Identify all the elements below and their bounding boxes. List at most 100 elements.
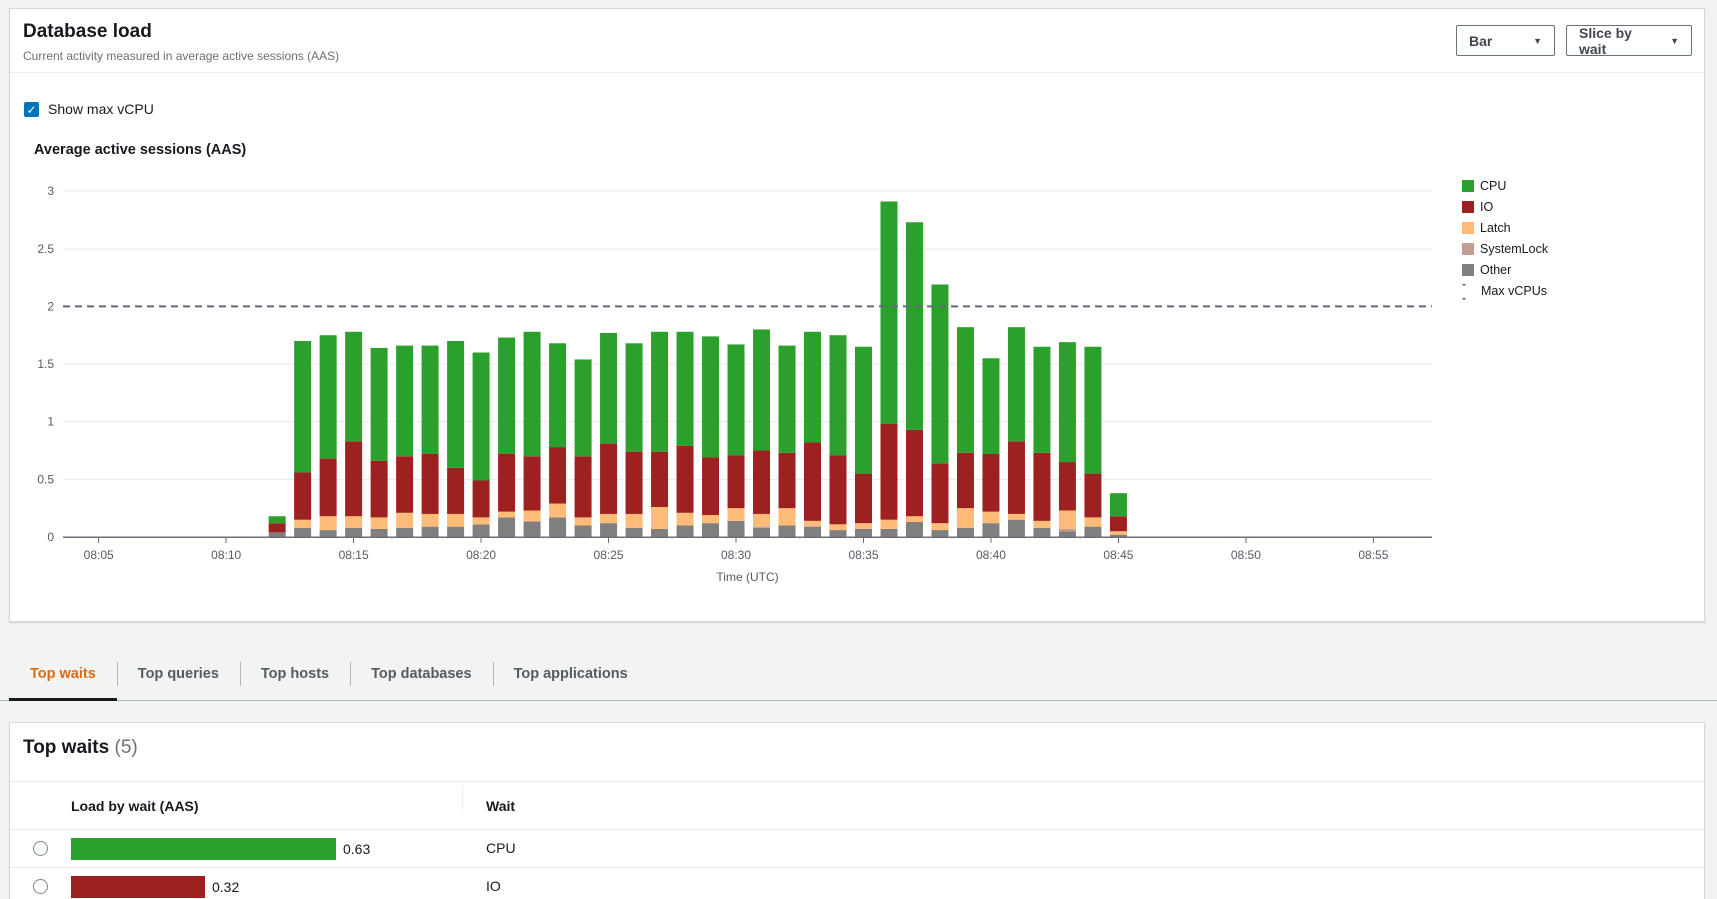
bar-08:12[interactable] <box>269 516 286 537</box>
bar-08:29[interactable] <box>702 336 719 537</box>
bar-08:40[interactable] <box>982 358 999 537</box>
bar-segment-io[interactable] <box>294 472 311 519</box>
bar-segment-latch[interactable] <box>549 504 566 518</box>
bar-08:42[interactable] <box>1033 347 1050 537</box>
bar-08:18[interactable] <box>422 346 439 537</box>
bar-segment-io[interactable] <box>626 452 643 514</box>
table-row-cpu[interactable]: 0.63CPU <box>10 829 1704 867</box>
bar-segment-cpu[interactable] <box>702 336 719 457</box>
bar-segment-other[interactable] <box>651 529 668 537</box>
bar-08:33[interactable] <box>804 332 821 537</box>
bar-08:45[interactable] <box>1110 493 1127 537</box>
bar-segment-cpu[interactable] <box>931 284 948 463</box>
bar-08:21[interactable] <box>498 338 515 537</box>
bar-segment-latch[interactable] <box>804 521 821 527</box>
bar-segment-latch[interactable] <box>600 514 617 523</box>
bar-segment-other[interactable] <box>447 527 464 537</box>
bar-segment-latch[interactable] <box>677 513 694 526</box>
bar-segment-systemlock[interactable] <box>753 527 770 528</box>
tab-top-queries[interactable]: Top queries <box>117 648 240 700</box>
bar-segment-io[interactable] <box>1059 462 1076 510</box>
bar-segment-latch[interactable] <box>1059 510 1076 528</box>
bar-segment-io[interactable] <box>1033 453 1050 521</box>
bar-08:44[interactable] <box>1084 347 1101 537</box>
bar-segment-latch[interactable] <box>906 516 923 522</box>
bar-segment-other[interactable] <box>982 523 999 537</box>
bar-segment-latch[interactable] <box>702 515 719 523</box>
bar-08:38[interactable] <box>931 284 948 537</box>
bar-segment-latch[interactable] <box>728 508 745 521</box>
bar-segment-cpu[interactable] <box>498 338 515 454</box>
bar-segment-other[interactable] <box>753 528 770 537</box>
bar-segment-latch[interactable] <box>830 524 847 530</box>
bar-segment-io[interactable] <box>473 481 490 518</box>
bar-08:17[interactable] <box>396 346 413 537</box>
bar-08:31[interactable] <box>753 329 770 537</box>
bar-segment-other[interactable] <box>422 527 439 537</box>
bar-segment-latch[interactable] <box>320 516 337 530</box>
bar-08:20[interactable] <box>473 353 490 537</box>
bar-segment-latch[interactable] <box>753 514 770 527</box>
bar-segment-cpu[interactable] <box>371 348 388 461</box>
bar-segment-io[interactable] <box>753 451 770 514</box>
bar-segment-latch[interactable] <box>1033 521 1050 528</box>
bar-segment-other[interactable] <box>345 528 362 537</box>
bar-segment-cpu[interactable] <box>1033 347 1050 453</box>
bar-segment-other[interactable] <box>702 523 719 537</box>
bar-segment-cpu[interactable] <box>575 359 592 456</box>
bar-segment-cpu[interactable] <box>1084 347 1101 474</box>
tab-top-applications[interactable]: Top applications <box>493 648 649 700</box>
bar-segment-other[interactable] <box>1033 528 1050 537</box>
bar-segment-other[interactable] <box>804 527 821 537</box>
bar-segment-other[interactable] <box>830 530 847 537</box>
bar-segment-io[interactable] <box>931 463 948 523</box>
bar-segment-latch[interactable] <box>626 514 643 528</box>
bar-08:26[interactable] <box>626 343 643 537</box>
bar-segment-cpu[interactable] <box>345 332 362 442</box>
bar-segment-cpu[interactable] <box>1110 493 1127 516</box>
bar-segment-other[interactable] <box>575 525 592 537</box>
bar-segment-cpu[interactable] <box>677 332 694 446</box>
bar-segment-latch[interactable] <box>524 510 541 520</box>
table-row-io[interactable]: 0.32IO <box>10 867 1704 899</box>
bar-segment-latch[interactable] <box>422 514 439 527</box>
bar-segment-other[interactable] <box>320 530 337 537</box>
bar-segment-systemlock[interactable] <box>524 521 541 522</box>
bar-08:24[interactable] <box>575 359 592 537</box>
bar-segment-io[interactable] <box>804 442 821 520</box>
bar-segment-cpu[interactable] <box>524 332 541 457</box>
bar-segment-io[interactable] <box>524 456 541 510</box>
bar-segment-latch[interactable] <box>957 508 974 528</box>
bar-segment-io[interactable] <box>728 455 745 508</box>
bar-segment-io[interactable] <box>396 456 413 512</box>
bar-segment-latch[interactable] <box>294 520 311 528</box>
bar-segment-other[interactable] <box>957 528 974 537</box>
bar-segment-io[interactable] <box>779 453 796 508</box>
bar-segment-other[interactable] <box>855 529 872 537</box>
bar-segment-other[interactable] <box>906 522 923 537</box>
bar-segment-latch[interactable] <box>396 513 413 528</box>
bar-segment-latch[interactable] <box>1008 514 1025 520</box>
bar-segment-latch[interactable] <box>855 523 872 529</box>
bar-segment-other[interactable] <box>677 525 694 537</box>
bar-segment-io[interactable] <box>830 455 847 524</box>
bar-segment-latch[interactable] <box>1110 531 1127 534</box>
bar-segment-latch[interactable] <box>651 507 668 529</box>
bar-segment-cpu[interactable] <box>830 335 847 455</box>
bar-segment-io[interactable] <box>651 452 668 507</box>
bar-segment-other[interactable] <box>880 529 897 537</box>
bar-segment-other[interactable] <box>396 528 413 537</box>
bar-segment-cpu[interactable] <box>982 358 999 454</box>
bar-segment-other[interactable] <box>931 530 948 537</box>
bar-segment-latch[interactable] <box>1084 517 1101 526</box>
bar-segment-latch[interactable] <box>473 517 490 524</box>
bar-segment-cpu[interactable] <box>880 201 897 424</box>
bar-segment-other[interactable] <box>626 528 643 537</box>
bar-segment-io[interactable] <box>549 447 566 503</box>
bar-segment-io[interactable] <box>677 446 694 513</box>
bar-segment-other[interactable] <box>549 517 566 537</box>
bar-segment-io[interactable] <box>1110 516 1127 531</box>
bar-segment-io[interactable] <box>906 430 923 516</box>
bar-segment-cpu[interactable] <box>906 222 923 430</box>
bar-08:27[interactable] <box>651 332 668 537</box>
